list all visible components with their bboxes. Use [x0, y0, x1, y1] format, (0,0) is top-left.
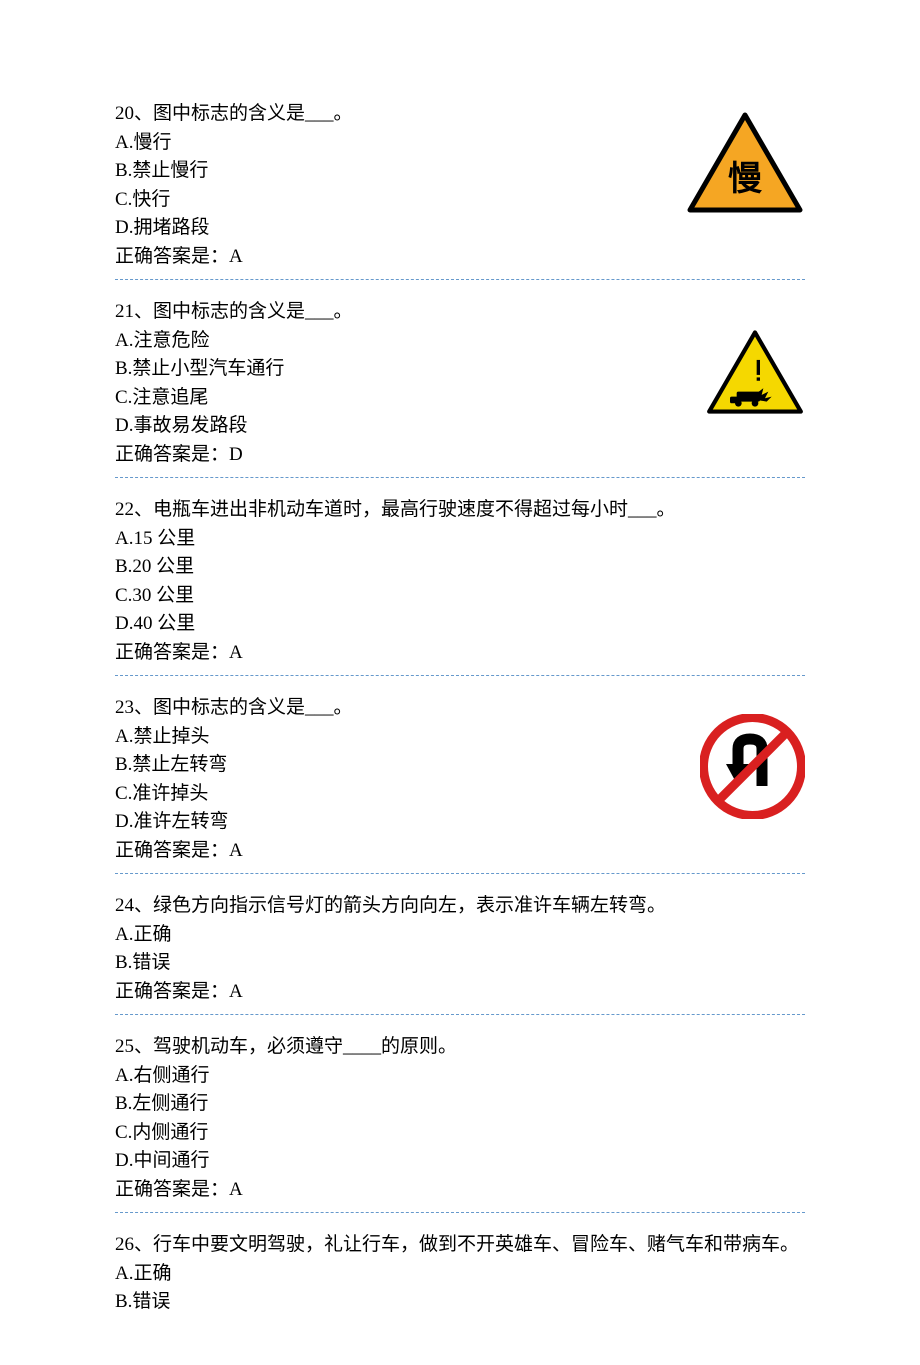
option-b: B.20 公里 [115, 553, 805, 582]
question-block: 26、行车中要文明驾驶，礼让行车，做到不开英雄车、冒险车、赌气车和带病车。 A.… [115, 1231, 805, 1317]
question-text: 21、图中标志的含义是___。 [115, 298, 685, 327]
option-c: C.快行 [115, 186, 665, 215]
warning-sign-slow-icon: 慢 [685, 110, 805, 225]
option-a: A.正确 [115, 921, 805, 950]
answer-text: 正确答案是：A [115, 978, 805, 1007]
answer-text: 正确答案是：D [115, 441, 685, 470]
question-block: 21、图中标志的含义是___。 A.注意危险 B.禁止小型汽车通行 C.注意追尾… [115, 298, 805, 469]
svg-text:慢: 慢 [728, 160, 763, 198]
option-b: B.禁止慢行 [115, 157, 665, 186]
option-c: C.30 公里 [115, 582, 805, 611]
option-a: A.慢行 [115, 129, 665, 158]
answer-text: 正确答案是：A [115, 639, 805, 668]
answer-text: 正确答案是：A [115, 1176, 805, 1205]
option-b: B.错误 [115, 1288, 805, 1317]
option-c: C.准许掉头 [115, 780, 680, 809]
divider [115, 873, 805, 874]
option-d: D.中间通行 [115, 1147, 805, 1176]
question-text: 24、绿色方向指示信号灯的箭头方向向左，表示准许车辆左转弯。 [115, 892, 805, 921]
option-d: D.准许左转弯 [115, 808, 680, 837]
question-block: 24、绿色方向指示信号灯的箭头方向向左，表示准许车辆左转弯。 A.正确 B.错误… [115, 892, 805, 1006]
prohibition-sign-no-uturn-icon [700, 714, 805, 829]
divider [115, 477, 805, 478]
question-block: 25、驾驶机动车，必须遵守____的原则。 A.右侧通行 B.左侧通行 C.内侧… [115, 1033, 805, 1204]
option-c: C.注意追尾 [115, 384, 685, 413]
warning-sign-accident-icon [705, 328, 805, 426]
option-d: D.拥堵路段 [115, 214, 665, 243]
option-a: A.禁止掉头 [115, 723, 680, 752]
option-a: A.右侧通行 [115, 1062, 805, 1091]
option-b: B.禁止左转弯 [115, 751, 680, 780]
divider [115, 1014, 805, 1015]
option-a: A.15 公里 [115, 525, 805, 554]
questions-container: 20、图中标志的含义是___。 A.慢行 B.禁止慢行 C.快行 D.拥堵路段 … [115, 100, 805, 1317]
divider [115, 1212, 805, 1213]
option-b: B.禁止小型汽车通行 [115, 355, 685, 384]
question-text: 25、驾驶机动车，必须遵守____的原则。 [115, 1033, 805, 1062]
option-d: D.事故易发路段 [115, 412, 685, 441]
question-text: 20、图中标志的含义是___。 [115, 100, 665, 129]
question-text: 26、行车中要文明驾驶，礼让行车，做到不开英雄车、冒险车、赌气车和带病车。 [115, 1231, 805, 1260]
answer-text: 正确答案是：A [115, 243, 665, 272]
question-text: 22、电瓶车进出非机动车道时，最高行驶速度不得超过每小时___。 [115, 496, 805, 525]
answer-text: 正确答案是：A [115, 837, 680, 866]
option-b: B.错误 [115, 949, 805, 978]
question-block: 20、图中标志的含义是___。 A.慢行 B.禁止慢行 C.快行 D.拥堵路段 … [115, 100, 805, 271]
question-block: 23、图中标志的含义是___。 A.禁止掉头 B.禁止左转弯 C.准许掉头 D.… [115, 694, 805, 865]
option-c: C.内侧通行 [115, 1119, 805, 1148]
divider [115, 279, 805, 280]
question-text: 23、图中标志的含义是___。 [115, 694, 680, 723]
option-d: D.40 公里 [115, 610, 805, 639]
option-b: B.左侧通行 [115, 1090, 805, 1119]
divider [115, 675, 805, 676]
option-a: A.注意危险 [115, 327, 685, 356]
question-block: 22、电瓶车进出非机动车道时，最高行驶速度不得超过每小时___。 A.15 公里… [115, 496, 805, 667]
option-a: A.正确 [115, 1260, 805, 1289]
